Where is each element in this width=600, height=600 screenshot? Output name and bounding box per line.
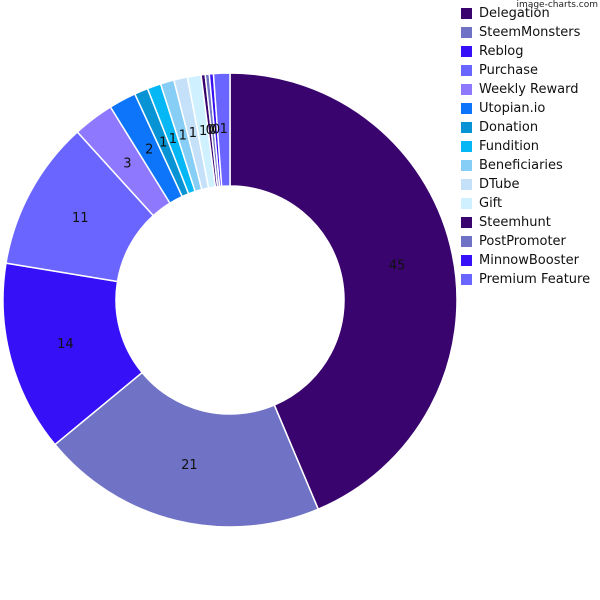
slice-label-utopian-io: 2: [145, 142, 153, 157]
legend-item-steemmonsters: SteemMonsters: [461, 23, 590, 42]
legend-swatch: [461, 65, 472, 76]
chart-legend: Delegation SteemMonsters Reblog Purchase Wee…: [461, 4, 590, 289]
slice-label-steemmonsters: 21: [181, 458, 198, 473]
slice-premium-feature: [212, 72, 231, 188]
legend-label: Delegation: [479, 6, 550, 21]
slice-label-gift: 1: [199, 124, 207, 139]
legend-item-premium-feature: Premium Feature: [461, 270, 590, 289]
legend-item-postpromoter: PostPromoter: [461, 232, 590, 251]
legend-item-utopian-io: Utopian.io: [461, 99, 590, 118]
slice-label-postpromoter: 0: [209, 123, 217, 138]
legend-label: Premium Feature: [479, 272, 591, 287]
legend-label: Reblog: [479, 44, 524, 59]
legend-swatch: [461, 103, 472, 114]
legend-label: Donation: [479, 120, 539, 135]
slice-label-delegation: 45: [389, 259, 406, 274]
legend-label: DTube: [479, 177, 520, 192]
legend-swatch: [461, 274, 472, 285]
legend-swatch: [461, 255, 472, 266]
legend-swatch: [461, 8, 472, 19]
slice-label-fundition: 1: [169, 132, 177, 147]
legend-swatch: [461, 198, 472, 209]
legend-swatch: [461, 122, 472, 133]
legend-swatch: [461, 141, 472, 152]
legend-label: MinnowBooster: [479, 253, 579, 268]
legend-swatch: [461, 27, 472, 38]
slice-label-minnowbooster: 0: [212, 123, 220, 138]
watermark: image-charts.com: [516, 0, 598, 10]
slice-label-reblog: 14: [57, 337, 74, 352]
legend-label: Purchase: [479, 63, 539, 78]
slice-delegation: [229, 72, 458, 511]
legend-label: Utopian.io: [479, 101, 546, 116]
slice-label-purchase: 11: [72, 211, 89, 226]
chart-slices: [2, 72, 458, 528]
slice-label-dtube: 1: [189, 126, 197, 141]
legend-label: Steemhunt: [479, 215, 551, 230]
slice-label-premium-feature: 1: [220, 122, 228, 137]
slice-label-beneficiaries: 1: [179, 129, 187, 144]
legend-item-beneficiaries: Beneficiaries: [461, 156, 590, 175]
slice-label-steemhunt: 0: [206, 123, 214, 138]
legend-swatch: [461, 217, 472, 228]
legend-item-dtube: DTube: [461, 175, 590, 194]
legend-item-reblog: Reblog: [461, 42, 590, 61]
slice-label-donation: 1: [159, 136, 167, 151]
slice-label-weekly-reward: 3: [123, 156, 131, 171]
slice-reblog: [2, 262, 144, 446]
legend-label: Beneficiaries: [479, 158, 563, 173]
legend-item-fundition: Fundition: [461, 137, 590, 156]
legend-label: Fundition: [479, 139, 540, 154]
legend-swatch: [461, 236, 472, 247]
legend-item-gift: Gift: [461, 194, 590, 213]
legend-label: Gift: [479, 196, 503, 211]
legend-label: PostPromoter: [479, 234, 566, 249]
legend-label: SteemMonsters: [479, 25, 581, 40]
legend-swatch: [461, 46, 472, 57]
legend-item-purchase: Purchase: [461, 61, 590, 80]
slice-steemmonsters: [53, 371, 320, 528]
legend-label: Weekly Reward: [479, 82, 579, 97]
legend-swatch: [461, 160, 472, 171]
legend-item-minnowbooster: MinnowBooster: [461, 251, 590, 270]
legend-swatch: [461, 179, 472, 190]
legend-item-steemhunt: Steemhunt: [461, 213, 590, 232]
legend-item-donation: Donation: [461, 118, 590, 137]
legend-swatch: [461, 84, 472, 95]
legend-item-delegation: Delegation: [461, 4, 590, 23]
legend-item-weekly-reward: Weekly Reward: [461, 80, 590, 99]
